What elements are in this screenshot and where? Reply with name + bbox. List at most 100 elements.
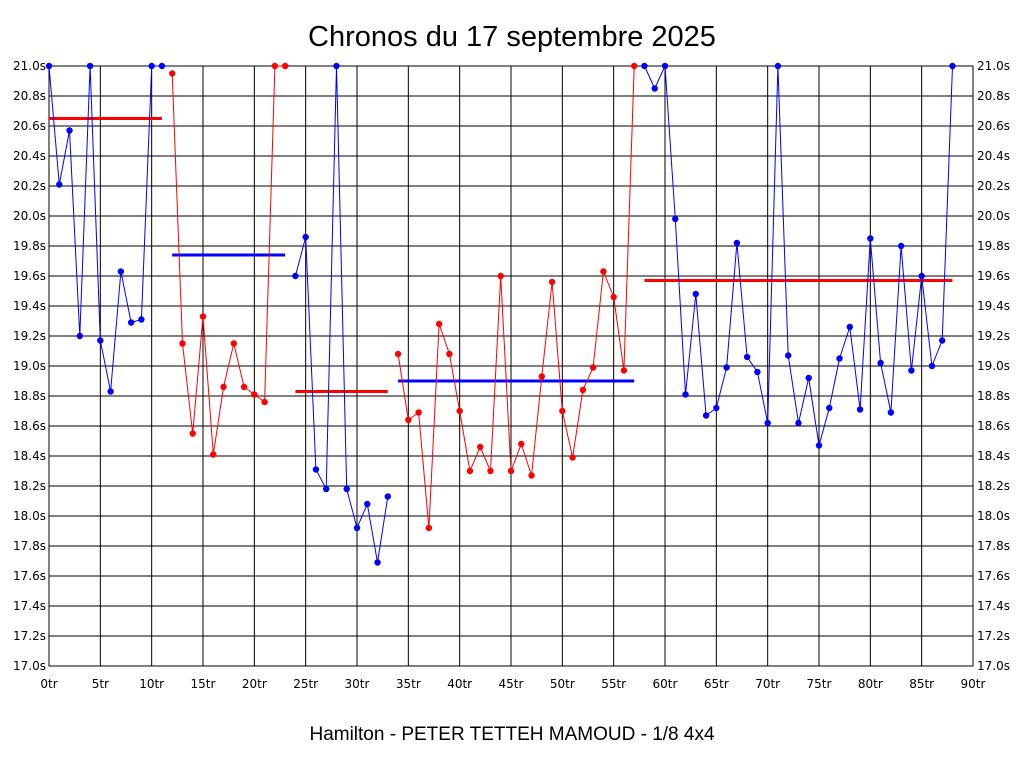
data-point: [672, 215, 679, 223]
data-point: [446, 350, 453, 358]
data-point: [867, 235, 874, 242]
x-tick-label: 35tr: [396, 677, 421, 691]
series-lines: [45, 62, 956, 566]
y-tick-label-right: 17.4s: [977, 599, 1010, 613]
data-point: [189, 430, 196, 437]
series-1: [45, 62, 166, 395]
data-point: [682, 391, 689, 398]
series-2: [169, 62, 289, 458]
data-point: [631, 62, 638, 70]
data-point: [117, 268, 125, 275]
data-point: [56, 181, 63, 188]
data-point: [86, 62, 94, 70]
data-point: [733, 239, 741, 247]
y-tick-label-left: 18.2s: [13, 479, 46, 493]
y-tick-label-right: 20.4s: [977, 149, 1010, 163]
mean-lines: [49, 117, 953, 393]
data-point: [343, 485, 350, 493]
data-point: [497, 272, 504, 280]
x-tick-label: 30tr: [345, 677, 370, 691]
data-point: [507, 467, 515, 475]
y-tick-label-left: 17.2s: [13, 629, 46, 643]
y-tick-label-left: 19.4s: [13, 299, 46, 313]
x-tick-label: 15tr: [191, 677, 216, 691]
grid-lines: [48, 65, 974, 667]
y-tick-label-right: 18.2s: [977, 479, 1010, 493]
data-point: [610, 293, 617, 301]
y-tick-label-left: 18.0s: [13, 509, 46, 523]
data-point: [579, 386, 587, 394]
data-point: [45, 62, 53, 70]
y-tick-label-left: 17.6s: [13, 569, 46, 583]
x-tick-label: 10tr: [139, 677, 164, 691]
data-point: [528, 472, 535, 479]
data-point: [846, 323, 853, 331]
data-point: [210, 451, 217, 458]
y-tick-label-right: 21.0s: [977, 59, 1010, 73]
data-point: [651, 85, 658, 92]
data-point: [518, 440, 525, 448]
x-tick-label: 45tr: [499, 677, 524, 691]
chart-title: Chronos du 17 septembre 2025: [308, 21, 716, 53]
y-tick-label-left: 20.8s: [13, 89, 46, 103]
y-tick-label-right: 19.4s: [977, 299, 1010, 313]
data-point: [805, 374, 812, 382]
data-point: [323, 485, 330, 493]
data-point: [723, 364, 730, 371]
y-tick-label-left: 17.8s: [13, 539, 46, 553]
data-point: [826, 404, 833, 412]
series-line-4: [397, 65, 635, 529]
y-tick-label-right: 20.2s: [977, 179, 1010, 193]
data-point: [353, 524, 361, 532]
data-point: [692, 290, 699, 298]
y-tick-label-left: 19.0s: [13, 359, 46, 373]
x-tick-label: 25tr: [293, 677, 318, 691]
data-point: [743, 353, 751, 361]
x-tick-label: 20tr: [242, 677, 267, 691]
data-point: [815, 442, 823, 449]
data-point: [661, 62, 669, 70]
data-point: [887, 409, 895, 416]
data-point: [261, 398, 268, 406]
x-tick-label: 5tr: [92, 677, 109, 691]
x-tick-label: 65tr: [704, 677, 729, 691]
y-tick-label-right: 18.0s: [977, 509, 1010, 523]
y-tick-label-right: 19.2s: [977, 329, 1010, 343]
y-tick-label-left: 20.4s: [13, 149, 46, 163]
data-point: [928, 362, 936, 370]
series-3: [292, 62, 391, 566]
y-tick-label-right: 18.6s: [977, 419, 1010, 433]
y-tick-label-right: 20.8s: [977, 89, 1010, 103]
series-line-1: [48, 65, 162, 392]
data-point: [477, 443, 484, 451]
data-point: [897, 242, 905, 250]
x-tick-label: 80tr: [858, 677, 883, 691]
x-tick-label: 55tr: [601, 677, 626, 691]
data-point: [230, 340, 237, 347]
x-tick-label: 70tr: [755, 677, 780, 691]
x-tick-label: 85tr: [909, 677, 934, 691]
data-point: [169, 70, 176, 77]
plot-frame: [48, 65, 974, 667]
y-tick-label-right: 17.8s: [977, 539, 1010, 553]
data-point: [435, 320, 443, 328]
series-line-3: [294, 65, 389, 563]
data-point: [384, 493, 391, 500]
y-tick-label-right: 17.6s: [977, 569, 1010, 583]
data-point: [785, 352, 792, 359]
y-tick-label-left: 21.0s: [13, 59, 46, 73]
data-point: [271, 62, 279, 70]
data-point: [908, 367, 915, 374]
data-point: [312, 466, 320, 473]
y-tick-label-right: 20.0s: [977, 209, 1010, 223]
data-point: [702, 412, 710, 419]
y-tick-label-left: 20.2s: [13, 179, 46, 193]
data-point: [548, 278, 556, 286]
x-tick-label: 50tr: [550, 677, 575, 691]
data-point: [559, 407, 566, 415]
data-point: [374, 559, 381, 566]
data-point: [220, 383, 227, 391]
data-point: [394, 350, 402, 358]
chart-footer: Hamilton - PETER TETTEH MAMOUD - 1/8 4x4: [309, 724, 714, 745]
